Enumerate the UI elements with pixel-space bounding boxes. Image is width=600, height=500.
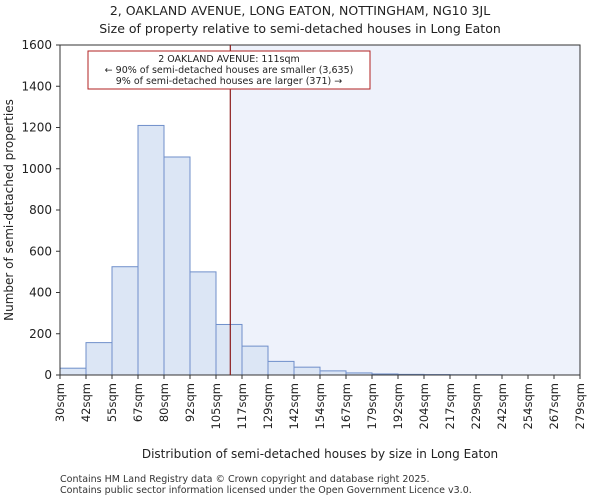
y-tick-label: 1600 [21, 38, 52, 52]
x-tick-label: 105sqm [209, 383, 223, 429]
y-tick-label: 400 [29, 286, 52, 300]
x-tick-label: 142sqm [287, 383, 301, 429]
histogram-bar [111, 266, 139, 376]
annotation-box [87, 50, 371, 90]
x-tick-label: 242sqm [495, 383, 509, 429]
annotation-line: 2 OAKLAND AVENUE: 111sqm [158, 54, 300, 65]
x-tick-label: 217sqm [443, 383, 457, 429]
x-tick-label: 204sqm [417, 383, 431, 429]
x-tick-label: 229sqm [469, 383, 483, 429]
y-axis-label: Number of semi-detached properties [2, 99, 16, 321]
footer-licence: Contains public sector information licen… [60, 485, 472, 496]
x-tick-label: 154sqm [313, 383, 327, 429]
histogram-bar [189, 271, 217, 376]
x-tick-label: 167sqm [339, 383, 353, 429]
footer-copyright: Contains HM Land Registry data © Crown c… [60, 474, 430, 485]
highlight-region [230, 45, 581, 375]
y-tick-label: 0 [44, 368, 52, 382]
x-axis-label: Distribution of semi-detached houses by … [142, 447, 498, 461]
x-tick-label: 80sqm [157, 383, 171, 422]
y-tick-label: 200 [29, 327, 52, 341]
x-tick-label: 279sqm [573, 383, 587, 429]
y-tick-label: 800 [29, 203, 52, 217]
x-tick-label: 129sqm [261, 383, 275, 429]
x-tick-label: 267sqm [547, 383, 561, 429]
chart-subtitle: Size of property relative to semi-detach… [99, 21, 501, 36]
x-tick-label: 92sqm [183, 383, 197, 422]
histogram-bar [293, 366, 321, 376]
y-tick-label: 1400 [21, 79, 52, 93]
histogram-bar [267, 360, 295, 376]
histogram-bar [137, 124, 165, 376]
annotation-line: 9% of semi-detached houses are larger (3… [116, 76, 343, 87]
annotation-line: ← 90% of semi-detached houses are smalle… [105, 65, 354, 76]
x-tick-label: 192sqm [391, 383, 405, 429]
x-tick-label: 67sqm [131, 383, 145, 422]
y-tick-label: 1000 [21, 162, 52, 176]
histogram-bar [319, 370, 347, 376]
y-tick-label: 600 [29, 244, 52, 258]
x-tick-label: 179sqm [365, 383, 379, 429]
x-tick-label: 30sqm [53, 383, 67, 422]
histogram-bar [241, 345, 269, 376]
x-tick-label: 55sqm [105, 383, 119, 422]
x-tick-label: 117sqm [235, 383, 249, 429]
chart-title: 2, OAKLAND AVENUE, LONG EATON, NOTTINGHA… [109, 3, 491, 18]
histogram-bar [215, 323, 243, 376]
x-tick-label: 42sqm [79, 383, 93, 422]
histogram-bar [59, 367, 87, 376]
y-tick-label: 1200 [21, 121, 52, 135]
histogram-bar [85, 342, 113, 376]
histogram-bar [163, 156, 191, 376]
x-tick-label: 254sqm [521, 383, 535, 429]
